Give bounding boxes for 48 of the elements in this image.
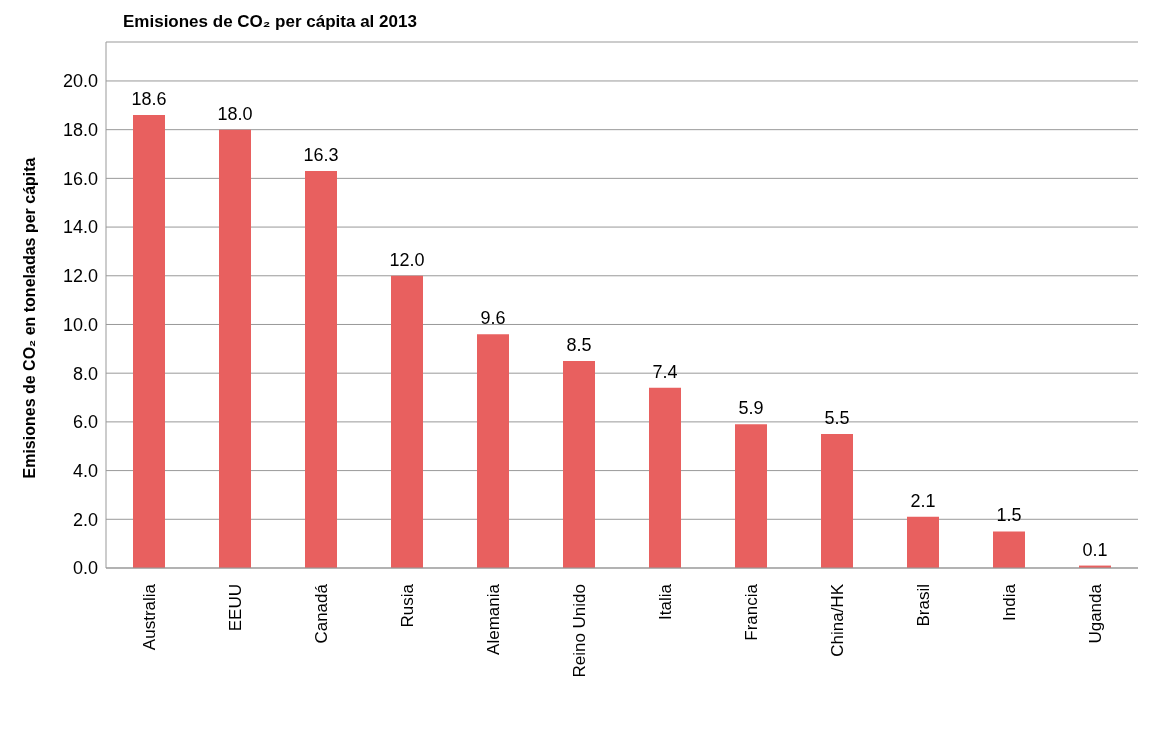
bar	[649, 387, 681, 568]
bar	[219, 129, 251, 568]
data-label: 7.4	[652, 361, 678, 382]
y-tick-label: 6.0	[72, 412, 98, 433]
data-label: 16.3	[303, 145, 339, 166]
y-tick-label: 12.0	[62, 266, 98, 287]
bar	[993, 531, 1025, 568]
bar	[133, 115, 165, 568]
y-tick-label: 14.0	[62, 217, 98, 238]
x-tick-label: Alemania	[483, 583, 503, 655]
bar	[391, 275, 423, 568]
bar	[907, 516, 939, 568]
bar	[563, 361, 595, 568]
bar	[735, 424, 767, 568]
x-tick-label: EEUU	[225, 584, 245, 632]
x-tick-label: India	[999, 583, 1019, 621]
chart-title: Emisiones de CO₂ per cápita al 2013	[123, 12, 417, 32]
x-tick-label: Francia	[741, 583, 761, 641]
y-tick-label: 10.0	[62, 314, 98, 335]
y-tick-label: 2.0	[72, 509, 98, 530]
data-label: 9.6	[480, 308, 506, 329]
y-tick-label: 4.0	[72, 460, 98, 481]
y-axis-title: Emisiones de CO₂ en toneladas per cápita	[21, 157, 39, 479]
x-tick-label: Reino Unido	[569, 584, 589, 678]
y-tick-label: 0.0	[72, 558, 98, 579]
data-label: 8.5	[566, 335, 592, 356]
x-tick-label: Rusia	[397, 583, 417, 628]
data-label: 12.0	[389, 249, 425, 270]
y-tick-label: 18.0	[62, 120, 98, 141]
data-label: 1.5	[996, 505, 1022, 526]
x-tick-label: Brasil	[913, 584, 933, 627]
y-tick-label: 20.0	[62, 71, 98, 92]
bar	[305, 171, 337, 568]
y-tick-label: 16.0	[62, 168, 98, 189]
y-tick-label: 8.0	[72, 363, 98, 384]
x-tick-label: Italia	[655, 583, 675, 620]
data-label: 0.1	[1082, 539, 1108, 560]
data-label: 5.5	[824, 408, 850, 429]
bar	[477, 334, 509, 568]
data-label: 18.6	[131, 89, 167, 110]
bar	[821, 434, 853, 568]
x-tick-label: Canadá	[311, 583, 331, 644]
x-tick-label: Australia	[139, 583, 159, 651]
x-tick-label: China/HK	[827, 583, 847, 657]
data-label: 18.0	[217, 103, 253, 124]
x-tick-label: Uganda	[1085, 583, 1105, 644]
data-label: 2.1	[910, 490, 936, 511]
data-label: 5.9	[738, 398, 764, 419]
